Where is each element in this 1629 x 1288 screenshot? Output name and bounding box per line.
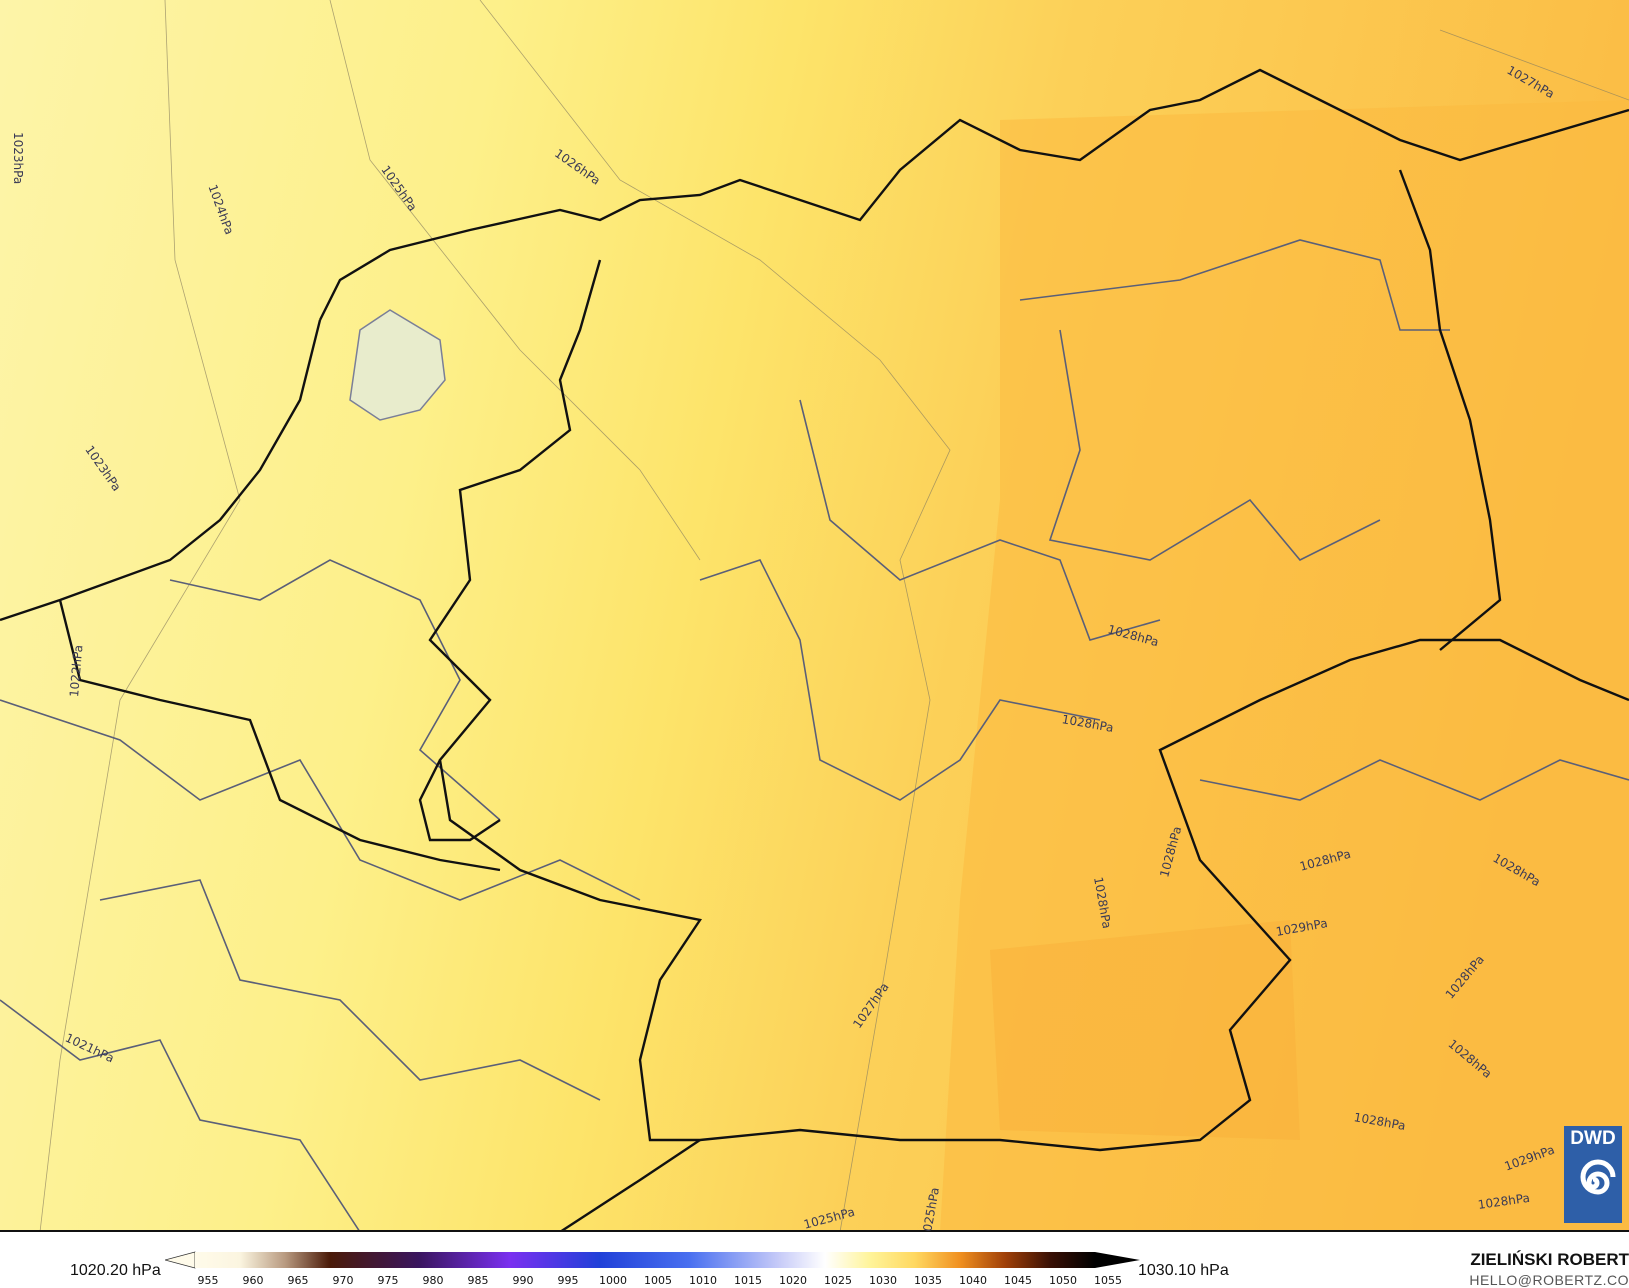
- min-value-label: 1020.20 hPa: [70, 1262, 161, 1279]
- high-pressure-area: [990, 920, 1300, 1140]
- colorbar-tick-label: 1020: [779, 1274, 807, 1287]
- colorbar-tick-label: 1000: [599, 1274, 627, 1287]
- colorbar-tick-label: 970: [332, 1274, 354, 1287]
- author-email[interactable]: HELLO@ROBERTZ.CO: [1469, 1272, 1629, 1288]
- colorbar-tick-label: 1030: [869, 1274, 897, 1287]
- author-name: ZIELIŃSKI ROBERT: [1470, 1250, 1629, 1269]
- colorbar-tick-label: 1045: [1004, 1274, 1032, 1287]
- colorbar-tick-label: 1055: [1094, 1274, 1122, 1287]
- colorbar-tick-label: 985: [467, 1274, 489, 1287]
- colorbar-tick-label: 965: [287, 1274, 309, 1287]
- colorbar-tick-label: 1010: [689, 1274, 717, 1287]
- colorbar-tick-label: 990: [512, 1274, 534, 1287]
- colorbar-tick-label: 1025: [824, 1274, 852, 1287]
- colorbar-tick-label: 975: [377, 1274, 399, 1287]
- colorbar-tick-label: 1040: [959, 1274, 987, 1287]
- colorbar-gradient: [195, 1252, 1095, 1268]
- colorbar-tick-label: 995: [557, 1274, 579, 1287]
- colorbar-max-arrow: [1095, 1252, 1140, 1268]
- pressure-map: [0, 0, 1629, 1232]
- colorbar-tick-label: 1050: [1049, 1274, 1077, 1287]
- colorbar-tick-label: 1005: [644, 1274, 672, 1287]
- max-value-label: 1030.10 hPa: [1138, 1262, 1229, 1279]
- colorbar-min-arrow: [165, 1251, 196, 1269]
- spiral-icon: [1580, 1159, 1616, 1195]
- colorbar-tick-label: 955: [197, 1274, 219, 1287]
- colorbar-tick-label: 980: [422, 1274, 444, 1287]
- contour-label: 1023hPa: [11, 132, 25, 185]
- logo-text: DWD: [1570, 1128, 1616, 1149]
- ijsselmeer-lake: [349, 309, 446, 421]
- isobars: [39, 0, 1629, 1232]
- colorbar: [165, 1251, 1140, 1269]
- dwd-logo: DWD: [1564, 1126, 1622, 1223]
- colorbar-tick-label: 1015: [734, 1274, 762, 1287]
- colorbar-tick-label: 1035: [914, 1274, 942, 1287]
- colorbar-tick-label: 960: [242, 1274, 264, 1287]
- coastlines-and-national-borders: [0, 68, 1629, 1232]
- country-borders: [0, 239, 1629, 1232]
